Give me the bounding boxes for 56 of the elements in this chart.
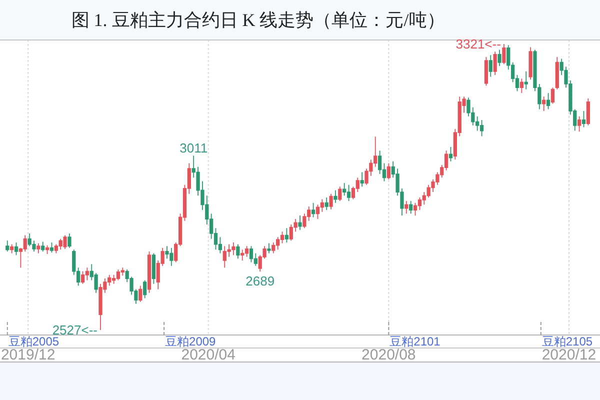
x-tick-label: 2019/12 <box>0 346 56 364</box>
candlestick <box>36 242 40 254</box>
ref-line-label: 豆粕2105 <box>542 334 593 348</box>
candlestick <box>138 285 142 302</box>
candlestick <box>338 186 342 202</box>
candlestick <box>360 172 364 188</box>
candlestick <box>334 190 338 204</box>
candlestick <box>152 252 156 284</box>
candlestick <box>284 228 289 243</box>
annotation: 2527<-- <box>52 322 98 338</box>
candlestick <box>267 242 271 254</box>
candlestick <box>542 96 546 112</box>
candlestick <box>528 46 532 80</box>
candlestick <box>502 44 506 65</box>
candlestick <box>546 92 550 110</box>
x-tick-label: 2020/08 <box>362 346 416 364</box>
candlestick <box>10 244 14 254</box>
candlestick <box>45 244 50 254</box>
candlestick <box>63 234 67 250</box>
annotation: 3011 <box>180 140 208 156</box>
chart-title: 图 1. 豆粕主力合约日 K 线走势（单位：元/吨） <box>71 10 445 30</box>
candlestick <box>493 51 497 76</box>
candlestick <box>524 70 528 90</box>
ref-line-label: 豆粕2009 <box>165 334 216 348</box>
candlestick <box>68 233 72 248</box>
candlestick <box>116 269 120 281</box>
candlestick <box>498 49 502 66</box>
x-tick-label: 2020/04 <box>181 346 236 364</box>
candlestick <box>346 184 351 202</box>
candlestick <box>41 241 45 252</box>
candlestick <box>386 162 390 180</box>
annotation: 2689 <box>246 274 275 289</box>
candlestick <box>409 200 413 214</box>
candlestick <box>298 215 302 230</box>
candlestick <box>448 146 453 162</box>
candlestick <box>85 267 90 281</box>
candlestick <box>577 116 582 132</box>
ref-line-label: 豆粕2101 <box>390 334 441 348</box>
candlestick <box>311 202 316 218</box>
candlestick <box>329 193 333 210</box>
candlestick <box>50 242 54 254</box>
candlestick <box>120 267 124 276</box>
candlestick <box>520 78 524 94</box>
candlestick <box>143 280 147 299</box>
candlestick <box>488 54 492 78</box>
ref-line-label: 豆粕2005 <box>8 334 60 348</box>
candlestick <box>14 242 18 256</box>
x-tick-label: 2020/12 <box>542 346 596 364</box>
candlestick <box>404 200 408 214</box>
candlestick <box>324 196 328 211</box>
annotation: 3321<-- <box>456 36 501 52</box>
candlestick <box>6 240 10 252</box>
candlestick <box>480 120 484 137</box>
candlestick <box>240 249 244 261</box>
candlestick <box>236 244 240 260</box>
candlestick <box>582 110 586 128</box>
